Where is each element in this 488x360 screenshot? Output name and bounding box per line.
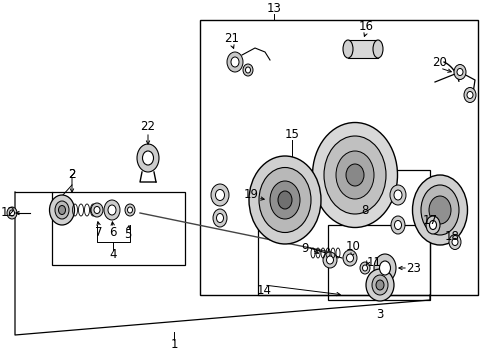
Ellipse shape [278,191,291,209]
Text: 10: 10 [345,240,360,253]
Ellipse shape [269,181,299,219]
Text: 7: 7 [95,225,102,238]
Text: 15: 15 [284,129,299,141]
Ellipse shape [7,207,17,219]
Ellipse shape [210,184,228,206]
Text: 1: 1 [170,338,177,351]
Ellipse shape [335,151,373,199]
Ellipse shape [324,136,385,214]
Ellipse shape [125,204,135,216]
Ellipse shape [342,40,352,58]
Text: 2: 2 [68,167,76,180]
Ellipse shape [373,254,395,282]
Ellipse shape [94,207,100,213]
Text: 20: 20 [432,55,447,68]
Ellipse shape [226,52,243,72]
Ellipse shape [372,40,382,58]
Ellipse shape [428,220,436,230]
Ellipse shape [448,234,460,249]
Ellipse shape [323,252,336,268]
Text: 9: 9 [301,242,308,255]
Ellipse shape [346,164,363,186]
Text: 13: 13 [266,1,281,14]
Ellipse shape [456,68,462,76]
Text: 14: 14 [256,284,271,297]
Ellipse shape [104,200,120,220]
Ellipse shape [463,87,475,103]
Ellipse shape [49,195,74,225]
Ellipse shape [137,144,159,172]
Ellipse shape [248,156,320,244]
Ellipse shape [9,210,15,216]
Ellipse shape [243,64,252,76]
Bar [200,20,477,295]
Ellipse shape [420,185,458,235]
Text: 3: 3 [376,309,383,321]
Ellipse shape [259,167,310,233]
Ellipse shape [453,64,465,80]
Ellipse shape [91,203,103,217]
Ellipse shape [362,265,367,271]
Text: 6: 6 [109,225,117,238]
Ellipse shape [466,91,472,99]
Bar [347,40,377,58]
Ellipse shape [326,256,333,264]
Ellipse shape [359,262,369,274]
Ellipse shape [142,151,153,165]
Ellipse shape [390,216,404,234]
Ellipse shape [215,189,224,201]
Text: 21: 21 [224,31,239,45]
Ellipse shape [365,269,393,301]
Ellipse shape [55,201,69,219]
Text: 5: 5 [124,228,131,240]
Text: 22: 22 [140,120,155,132]
Text: 17: 17 [422,213,437,226]
Bar [258,170,429,295]
Ellipse shape [394,220,401,230]
Ellipse shape [371,275,387,295]
Ellipse shape [389,185,405,205]
Ellipse shape [425,216,439,234]
Ellipse shape [245,67,250,73]
Ellipse shape [216,213,223,222]
Text: 4: 4 [109,248,117,261]
Ellipse shape [393,190,401,200]
Text: 11: 11 [366,256,381,269]
Ellipse shape [412,175,467,245]
Ellipse shape [59,206,65,215]
Text: 19: 19 [243,188,258,201]
Ellipse shape [428,196,450,224]
Bar [52,192,184,265]
Text: 12: 12 [0,207,16,220]
Ellipse shape [342,250,356,266]
Ellipse shape [312,122,397,228]
Ellipse shape [127,207,132,213]
Ellipse shape [230,57,239,67]
Ellipse shape [375,280,383,290]
Bar [327,225,429,300]
Ellipse shape [108,205,116,215]
Ellipse shape [346,254,353,262]
Text: 23: 23 [406,261,421,274]
Text: 18: 18 [444,230,459,243]
Text: 16: 16 [358,19,373,32]
Ellipse shape [379,261,390,275]
Ellipse shape [213,209,226,227]
Ellipse shape [451,238,457,246]
Text: 8: 8 [361,203,368,216]
Text: 2: 2 [68,167,76,180]
